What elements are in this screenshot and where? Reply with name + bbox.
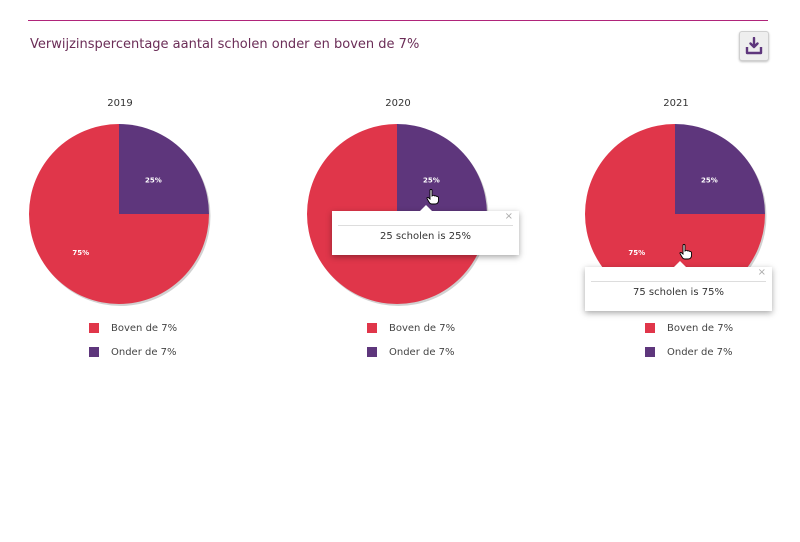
pie-data-label: 25% xyxy=(701,177,718,185)
legend-label: Boven de 7% xyxy=(389,322,456,334)
tooltip-close-button[interactable]: × xyxy=(757,267,766,278)
pie-data-label: 75% xyxy=(628,249,645,257)
tooltip-divider xyxy=(338,225,513,226)
legend-label: Onder de 7% xyxy=(667,346,733,358)
chart-title: 2019 xyxy=(107,98,133,109)
legend: Boven de 7% Onder de 7% xyxy=(367,322,455,370)
pie-svg: 25% 75% xyxy=(29,124,211,306)
legend-item-onder[interactable]: Onder de 7% xyxy=(89,346,177,358)
tooltip-close-button[interactable]: × xyxy=(504,211,513,222)
tooltip-arrow xyxy=(420,205,432,211)
chart-title: 2020 xyxy=(385,98,411,109)
legend-item-onder[interactable]: Onder de 7% xyxy=(645,346,733,358)
pie-data-label: 75% xyxy=(72,249,89,257)
download-icon xyxy=(745,37,763,55)
legend-swatch-boven xyxy=(645,323,655,333)
pie-slice-onder[interactable] xyxy=(119,124,209,214)
legend-swatch-boven xyxy=(89,323,99,333)
legend-item-boven[interactable]: Boven de 7% xyxy=(645,322,733,334)
legend-item-boven[interactable]: Boven de 7% xyxy=(89,322,177,334)
tooltip-text: 75 scholen is 75% xyxy=(633,287,724,298)
legend: Boven de 7% Onder de 7% xyxy=(645,322,733,370)
top-rule xyxy=(28,20,768,21)
legend-item-onder[interactable]: Onder de 7% xyxy=(367,346,455,358)
pie-data-label: 25% xyxy=(145,177,162,185)
chart-title: 2021 xyxy=(663,98,689,109)
legend: Boven de 7% Onder de 7% xyxy=(89,322,177,370)
pie-data-label: 25% xyxy=(423,177,440,185)
pie-slice-boven[interactable] xyxy=(29,124,209,304)
legend-label: Onder de 7% xyxy=(111,346,177,358)
tooltip-2021: × 75 scholen is 75% xyxy=(585,261,772,311)
hand-cursor-icon xyxy=(426,189,439,205)
tooltip-divider xyxy=(591,281,766,282)
legend-swatch-boven xyxy=(367,323,377,333)
hand-cursor-icon xyxy=(679,244,692,260)
legend-swatch-onder xyxy=(89,347,99,357)
pie-svg: 25%75% xyxy=(307,124,489,306)
tooltip-arrow xyxy=(674,261,686,267)
tooltip-text: 25 scholen is 25% xyxy=(380,231,471,242)
pie-svg: 25% 75% xyxy=(585,124,767,306)
pie-slice-onder[interactable] xyxy=(675,124,765,214)
pie-chart-2019: 25% 75% 2019 Boven de 7% Onder de 7% xyxy=(0,90,240,380)
legend-swatch-onder xyxy=(645,347,655,357)
pie-chart-2021: 25% 75% 2021 Boven de 7% Onder de 7% xyxy=(556,90,796,380)
legend-swatch-onder xyxy=(367,347,377,357)
pie-slice-onder[interactable] xyxy=(397,124,487,214)
download-button[interactable] xyxy=(739,31,769,61)
legend-label: Onder de 7% xyxy=(389,346,455,358)
legend-item-boven[interactable]: Boven de 7% xyxy=(367,322,455,334)
legend-label: Boven de 7% xyxy=(111,322,178,334)
pie-slice-boven[interactable] xyxy=(585,124,765,304)
page-title: Verwijzinspercentage aantal scholen onde… xyxy=(30,37,420,52)
tooltip-2020: × 25 scholen is 25% xyxy=(332,205,519,255)
legend-label: Boven de 7% xyxy=(667,322,734,334)
